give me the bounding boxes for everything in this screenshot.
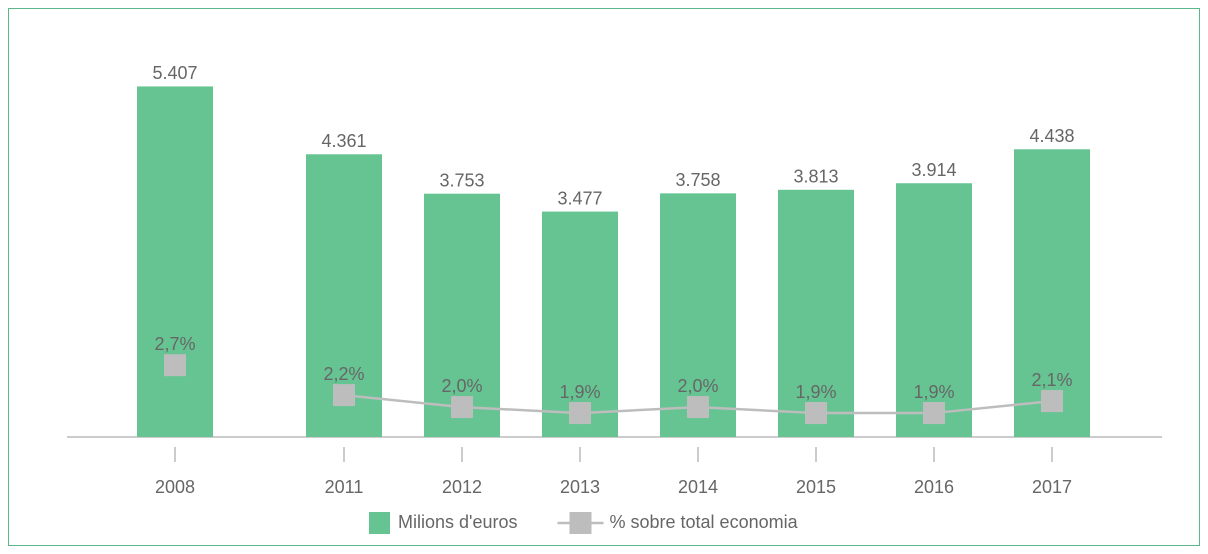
line-marker [569, 402, 591, 425]
line-value-label: 1,9% [795, 382, 836, 402]
bar-value-label: 3.813 [793, 167, 838, 187]
bar-value-label: 5.407 [152, 63, 197, 83]
line-value-label: 1,9% [559, 382, 600, 402]
line-value-label: 2,0% [441, 376, 482, 396]
line-marker [1041, 390, 1063, 413]
line-value-label: 1,9% [913, 382, 954, 402]
line-marker [333, 384, 355, 407]
x-tick-label: 2012 [442, 477, 482, 497]
line-marker [923, 402, 945, 425]
legend-marker [569, 512, 592, 534]
line-marker [687, 396, 709, 419]
bar [542, 211, 618, 437]
line-value-label: 2,0% [677, 376, 718, 396]
bar-value-label: 3.758 [675, 170, 720, 190]
bar-value-label: 3.914 [911, 160, 956, 180]
bar [137, 86, 213, 437]
x-tick-label: 2014 [678, 477, 718, 497]
line-marker [164, 354, 186, 377]
line-value-label: 2,1% [1031, 370, 1072, 390]
x-tick-label: 2017 [1032, 477, 1072, 497]
line-value-label: 2,2% [323, 364, 364, 384]
line-value-label: 2,7% [154, 334, 195, 354]
legend-label: Milions d'euros [398, 512, 518, 532]
legend-label: % sobre total economia [610, 512, 799, 532]
bar [1014, 149, 1090, 438]
x-tick-label: 2013 [560, 477, 600, 497]
bar-value-label: 3.477 [557, 188, 602, 208]
frame [8, 8, 1200, 546]
x-tick-label: 2016 [914, 477, 954, 497]
bar [778, 189, 854, 437]
x-tick-label: 2015 [796, 477, 836, 497]
x-tick-label: 2008 [155, 477, 195, 497]
bar-value-label: 4.361 [321, 131, 366, 151]
line-marker [805, 402, 827, 425]
bar-value-label: 4.438 [1029, 126, 1074, 146]
bar [896, 183, 972, 437]
line-marker [451, 396, 473, 419]
x-tick-label: 2011 [325, 477, 364, 497]
legend-swatch [369, 512, 390, 534]
bar-value-label: 3.753 [439, 170, 484, 190]
